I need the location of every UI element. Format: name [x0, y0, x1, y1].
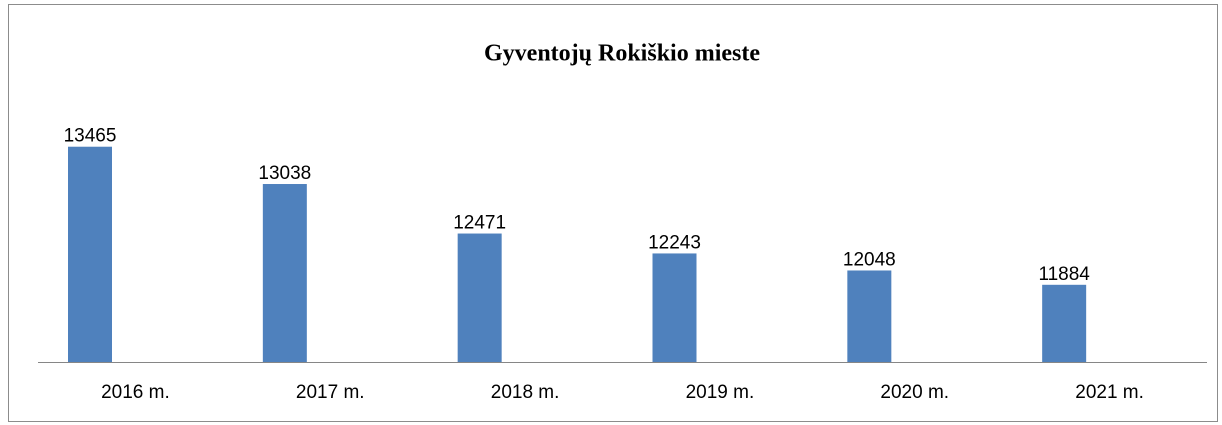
chart-title: Gyventojų Rokiškio mieste [484, 41, 760, 67]
data-label: 13465 [64, 126, 117, 147]
x-tick-label: 2019 m. [686, 382, 755, 403]
bar [652, 253, 697, 362]
data-label: 11884 [1038, 264, 1090, 285]
bar [457, 233, 502, 362]
x-tick-label: 2016 m. [101, 382, 170, 403]
data-label: 12048 [843, 249, 896, 270]
bar [68, 146, 112, 362]
data-label: 12243 [648, 232, 701, 253]
bar [262, 184, 307, 362]
x-tick-label: 2017 m. [296, 382, 365, 403]
data-label: 12471 [453, 213, 506, 234]
chart-frame [8, 4, 1218, 422]
x-tick-label: 2018 m. [491, 382, 560, 403]
bar [1042, 284, 1087, 362]
x-tick-label: 2021 m. [1075, 382, 1144, 403]
data-label: 13038 [258, 163, 311, 184]
bar [847, 270, 892, 362]
x-tick-label: 2020 m. [880, 382, 949, 403]
